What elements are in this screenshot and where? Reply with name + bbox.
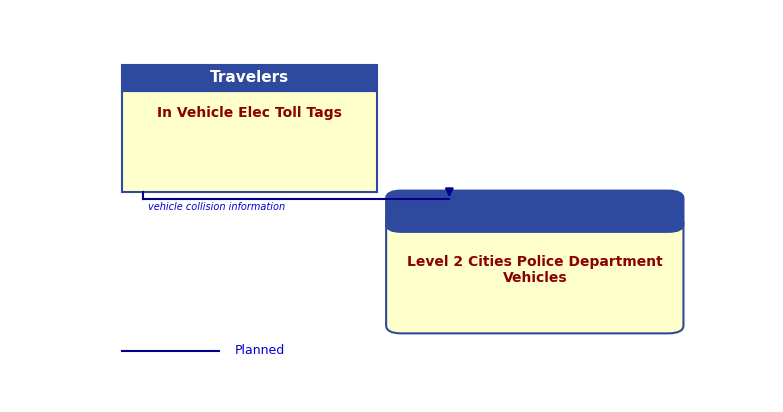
- FancyBboxPatch shape: [386, 216, 684, 333]
- Text: vehicle collision information: vehicle collision information: [148, 202, 285, 212]
- FancyBboxPatch shape: [386, 191, 684, 232]
- Text: Level 2 Cities Police Department
Vehicles: Level 2 Cities Police Department Vehicle…: [407, 255, 662, 285]
- Text: In Vehicle Elec Toll Tags: In Vehicle Elec Toll Tags: [157, 106, 342, 120]
- FancyBboxPatch shape: [122, 65, 377, 91]
- FancyBboxPatch shape: [122, 91, 377, 192]
- Text: Planned: Planned: [234, 344, 285, 357]
- Text: Travelers: Travelers: [210, 70, 289, 86]
